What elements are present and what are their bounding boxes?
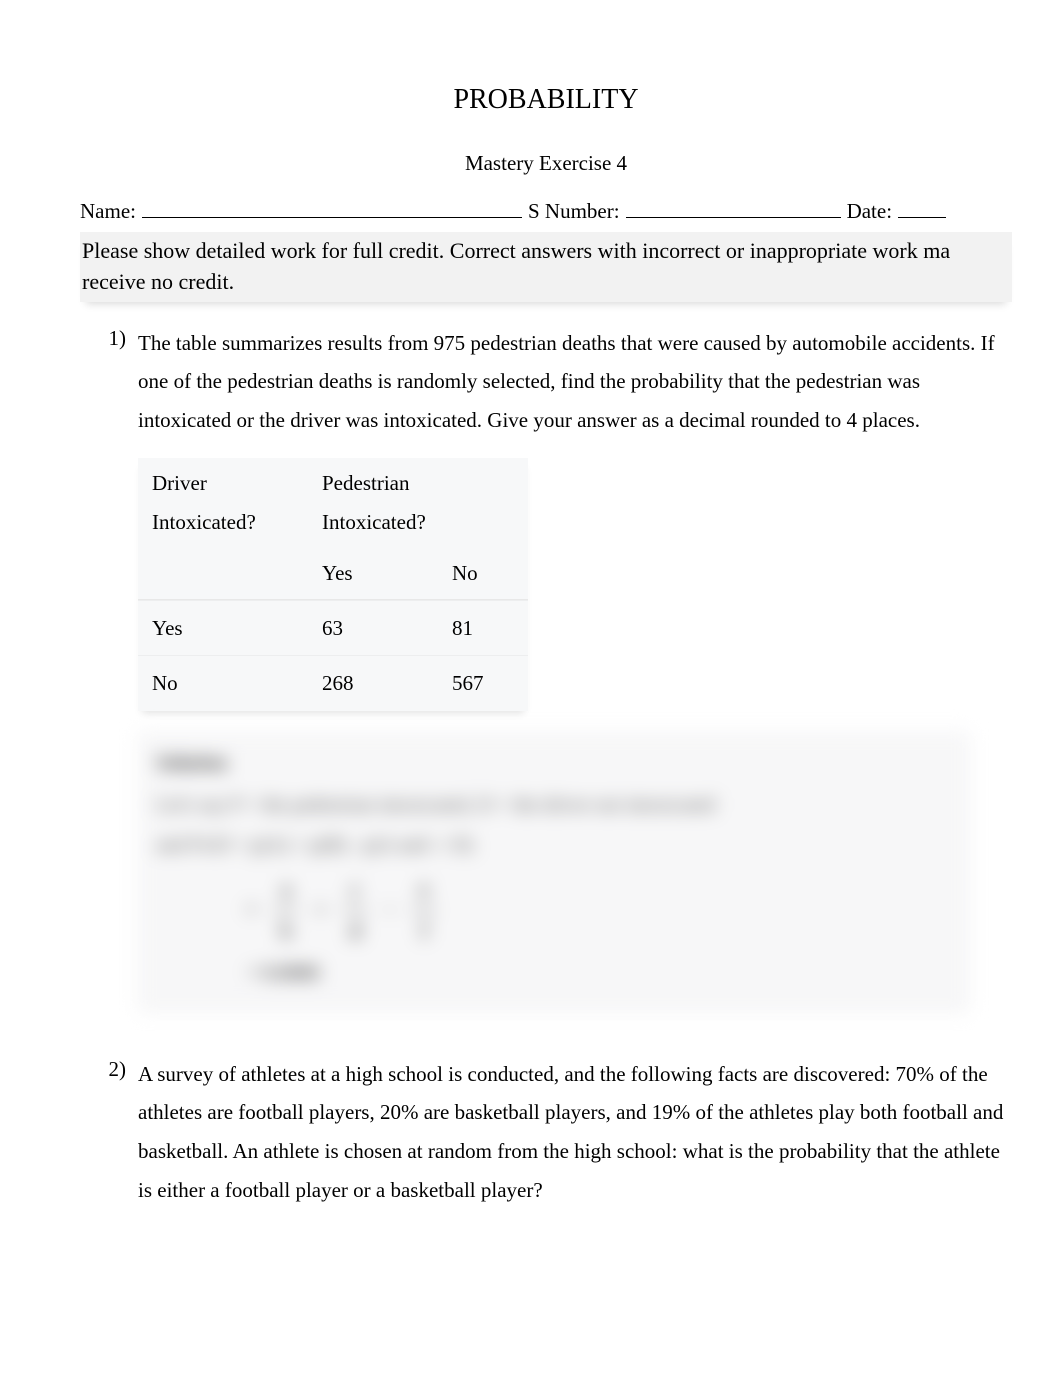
question-2: 2) A survey of athletes at a high school… [80, 1055, 1012, 1210]
header-fields: Name: S Number: Date: [80, 197, 1012, 226]
date-label: Date: [847, 197, 892, 226]
solution-line: Let's say P = the pedestrian intoxicated… [156, 787, 952, 823]
equals-sign: = [246, 892, 257, 928]
snumber-blank[interactable] [626, 217, 841, 218]
page-title: PROBABILITY [80, 80, 1012, 119]
table-row: No 268 567 [138, 655, 528, 711]
fraction: c d [344, 869, 366, 950]
table-row: Yes 63 81 [138, 600, 528, 656]
question-body: The table summarizes results from 975 pe… [138, 324, 1006, 1031]
table-cell [138, 548, 308, 600]
date-blank[interactable] [898, 217, 946, 218]
instructions-banner: Please show detailed work for full credi… [80, 232, 1012, 302]
fraction: e f [413, 869, 435, 950]
question-body: A survey of athletes at a high school is… [138, 1055, 1006, 1210]
table-header-pedestrian: Pedestrian Intoxicated? [308, 458, 528, 548]
table-cell: 63 [308, 600, 438, 656]
solution-box-blurred: Solution Let's say P = the pedestrian in… [138, 731, 970, 1008]
question-number: 2) [80, 1055, 138, 1210]
table-subheader-yes: Yes [308, 548, 438, 600]
table-cell: Yes [138, 600, 308, 656]
table-cell: No [138, 655, 308, 711]
snumber-label: S Number: [528, 197, 620, 226]
minus-sign: − [384, 892, 395, 928]
question-1: 1) The table summarizes results from 975… [80, 324, 1012, 1031]
solution-heading: Solution [156, 745, 952, 781]
table-cell: 567 [438, 655, 528, 711]
solution-answer: = 0.0000 [248, 955, 952, 991]
name-blank[interactable] [142, 217, 522, 218]
solution-fractions: = a b + c d − e f [246, 869, 952, 950]
question-number: 1) [80, 324, 138, 1031]
table-cell: 81 [438, 600, 528, 656]
plus-sign: + [315, 892, 326, 928]
table-subheader-no: No [438, 548, 528, 600]
table-cell: 268 [308, 655, 438, 711]
fraction: a b [275, 869, 297, 950]
table-header-driver: Driver Intoxicated? [138, 458, 308, 548]
page-subtitle: Mastery Exercise 4 [80, 149, 1012, 178]
question-text: A survey of athletes at a high school is… [138, 1055, 1006, 1210]
name-label: Name: [80, 197, 136, 226]
question-text: The table summarizes results from 975 pe… [138, 324, 1006, 441]
contingency-table: Driver Intoxicated? Pedestrian Intoxicat… [138, 458, 528, 711]
solution-line: and P∪D = p(A) + p(B) - p(A and ∩ D) [156, 827, 952, 863]
